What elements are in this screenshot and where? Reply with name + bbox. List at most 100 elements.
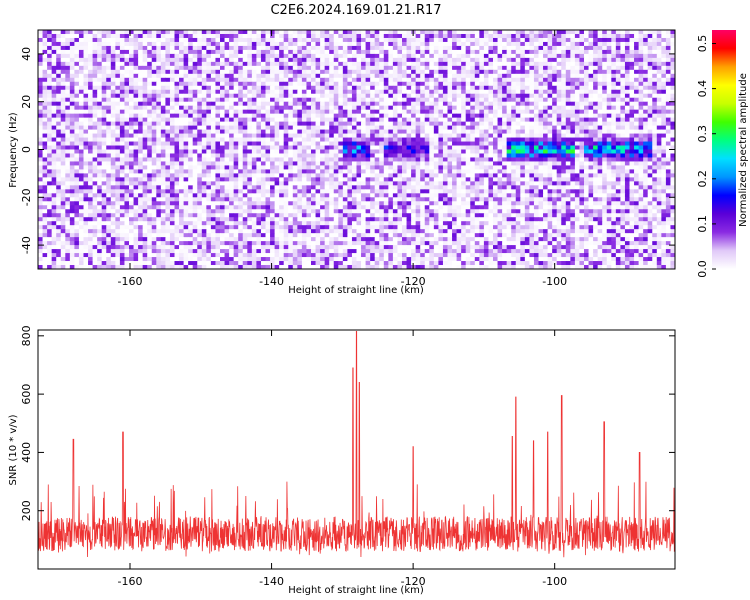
heatmap-cell [597,101,603,107]
heatmap-cell [538,133,544,138]
heatmap-cell [670,77,675,83]
heatmap-cell [69,97,75,103]
heatmap-cell [470,81,476,87]
heatmap-cell [579,65,585,71]
heatmap-cell [456,105,462,111]
heatmap-cell [538,45,544,51]
heatmap-cell [201,37,207,43]
heatmap-cell [301,165,307,170]
heatmap-cell [533,101,539,107]
heatmap-cell [483,57,489,63]
heatmap-cell [274,133,280,138]
heatmap-cell [461,161,467,166]
heatmap-cell [361,145,366,150]
heatmap-cell [447,57,453,63]
heatmap-cell [656,125,662,130]
heatmap-cell [174,49,180,55]
heatmap-cell [320,45,326,51]
heatmap-cell [233,153,239,158]
heatmap-cell [124,69,130,75]
heatmap-cell [78,141,84,146]
heatmap-cell [297,45,303,51]
heatmap-cell [74,89,80,95]
heatmap-cell [506,121,512,126]
heatmap-cell [388,85,394,91]
heatmap-cell [301,33,307,39]
heatmap-cell [138,81,144,87]
heatmap-cell [42,129,48,134]
heatmap-cell [297,133,303,138]
heatmap-cell [415,117,421,123]
heatmap-cell [301,101,307,107]
heatmap-cell [356,133,362,138]
heatmap-cell [229,101,235,107]
heatmap-cell [210,41,216,47]
heatmap-cell [210,165,216,170]
heatmap-cell [306,165,312,170]
heatmap-cell [506,89,512,95]
heatmap-cell [56,101,62,107]
heatmap-cell [547,89,553,95]
heatmap-cell [520,53,526,59]
heatmap-cell [652,149,658,154]
heatmap-cell [433,73,439,79]
heatmap-cell [388,81,394,87]
heatmap-cell [361,153,366,158]
heatmap-cell [574,30,580,35]
heatmap-cell [60,105,66,111]
heatmap-cell [233,37,239,43]
heatmap-cell [620,161,626,166]
heatmap-cell [561,149,567,154]
heatmap-cell [206,77,212,83]
heatmap-cell [297,30,303,35]
heatmap-cell [392,129,398,134]
heatmap-cell [415,93,421,99]
heatmap-cell [78,45,84,51]
heatmap-cell [56,49,62,55]
heatmap-cell [420,49,426,55]
heatmap-cell [506,145,512,150]
heatmap-cell [220,69,225,75]
heatmap-cell [110,117,116,123]
heatmap-cell [615,117,621,123]
heatmap-cell [620,129,626,134]
heatmap-cell [593,57,599,63]
heatmap-cell [165,113,171,119]
heatmap-cell [342,65,348,71]
heatmap-cell [515,133,521,138]
heatmap-cell [392,161,398,166]
heatmap-cell [402,57,407,63]
heatmap-cell [156,153,162,158]
heatmap-cell [652,109,658,115]
heatmap-cell [51,145,57,150]
heatmap-cell [347,145,353,150]
heatmap-cell [356,89,362,95]
heatmap-cell [397,137,403,142]
heatmap-cell [69,109,75,115]
heatmap-cell [165,85,171,91]
heatmap-cell [611,145,617,150]
heatmap-cell [429,157,435,162]
heatmap-cell [529,57,535,63]
heatmap-cell [338,73,344,79]
heatmap-cell [624,57,630,63]
heatmap-cell [165,141,171,146]
heatmap-cell [606,105,612,111]
heatmap-cell [247,161,253,166]
heatmap-cell [138,97,144,103]
heatmap-cell [315,113,321,119]
heatmap-cell [615,105,621,111]
heatmap-cell [183,57,189,63]
heatmap-cell [129,53,134,59]
heatmap-cell [147,153,153,158]
heatmap-cell [247,129,253,134]
heatmap-cell [265,165,271,170]
heatmap-cell [483,149,489,154]
heatmap-cell [565,65,571,71]
heatmap-cell [247,65,253,71]
heatmap-cell [106,73,112,79]
heatmap-cell [392,89,398,95]
heatmap-cell [538,41,544,47]
heatmap-cell [634,57,639,63]
heatmap-cell [361,73,366,79]
